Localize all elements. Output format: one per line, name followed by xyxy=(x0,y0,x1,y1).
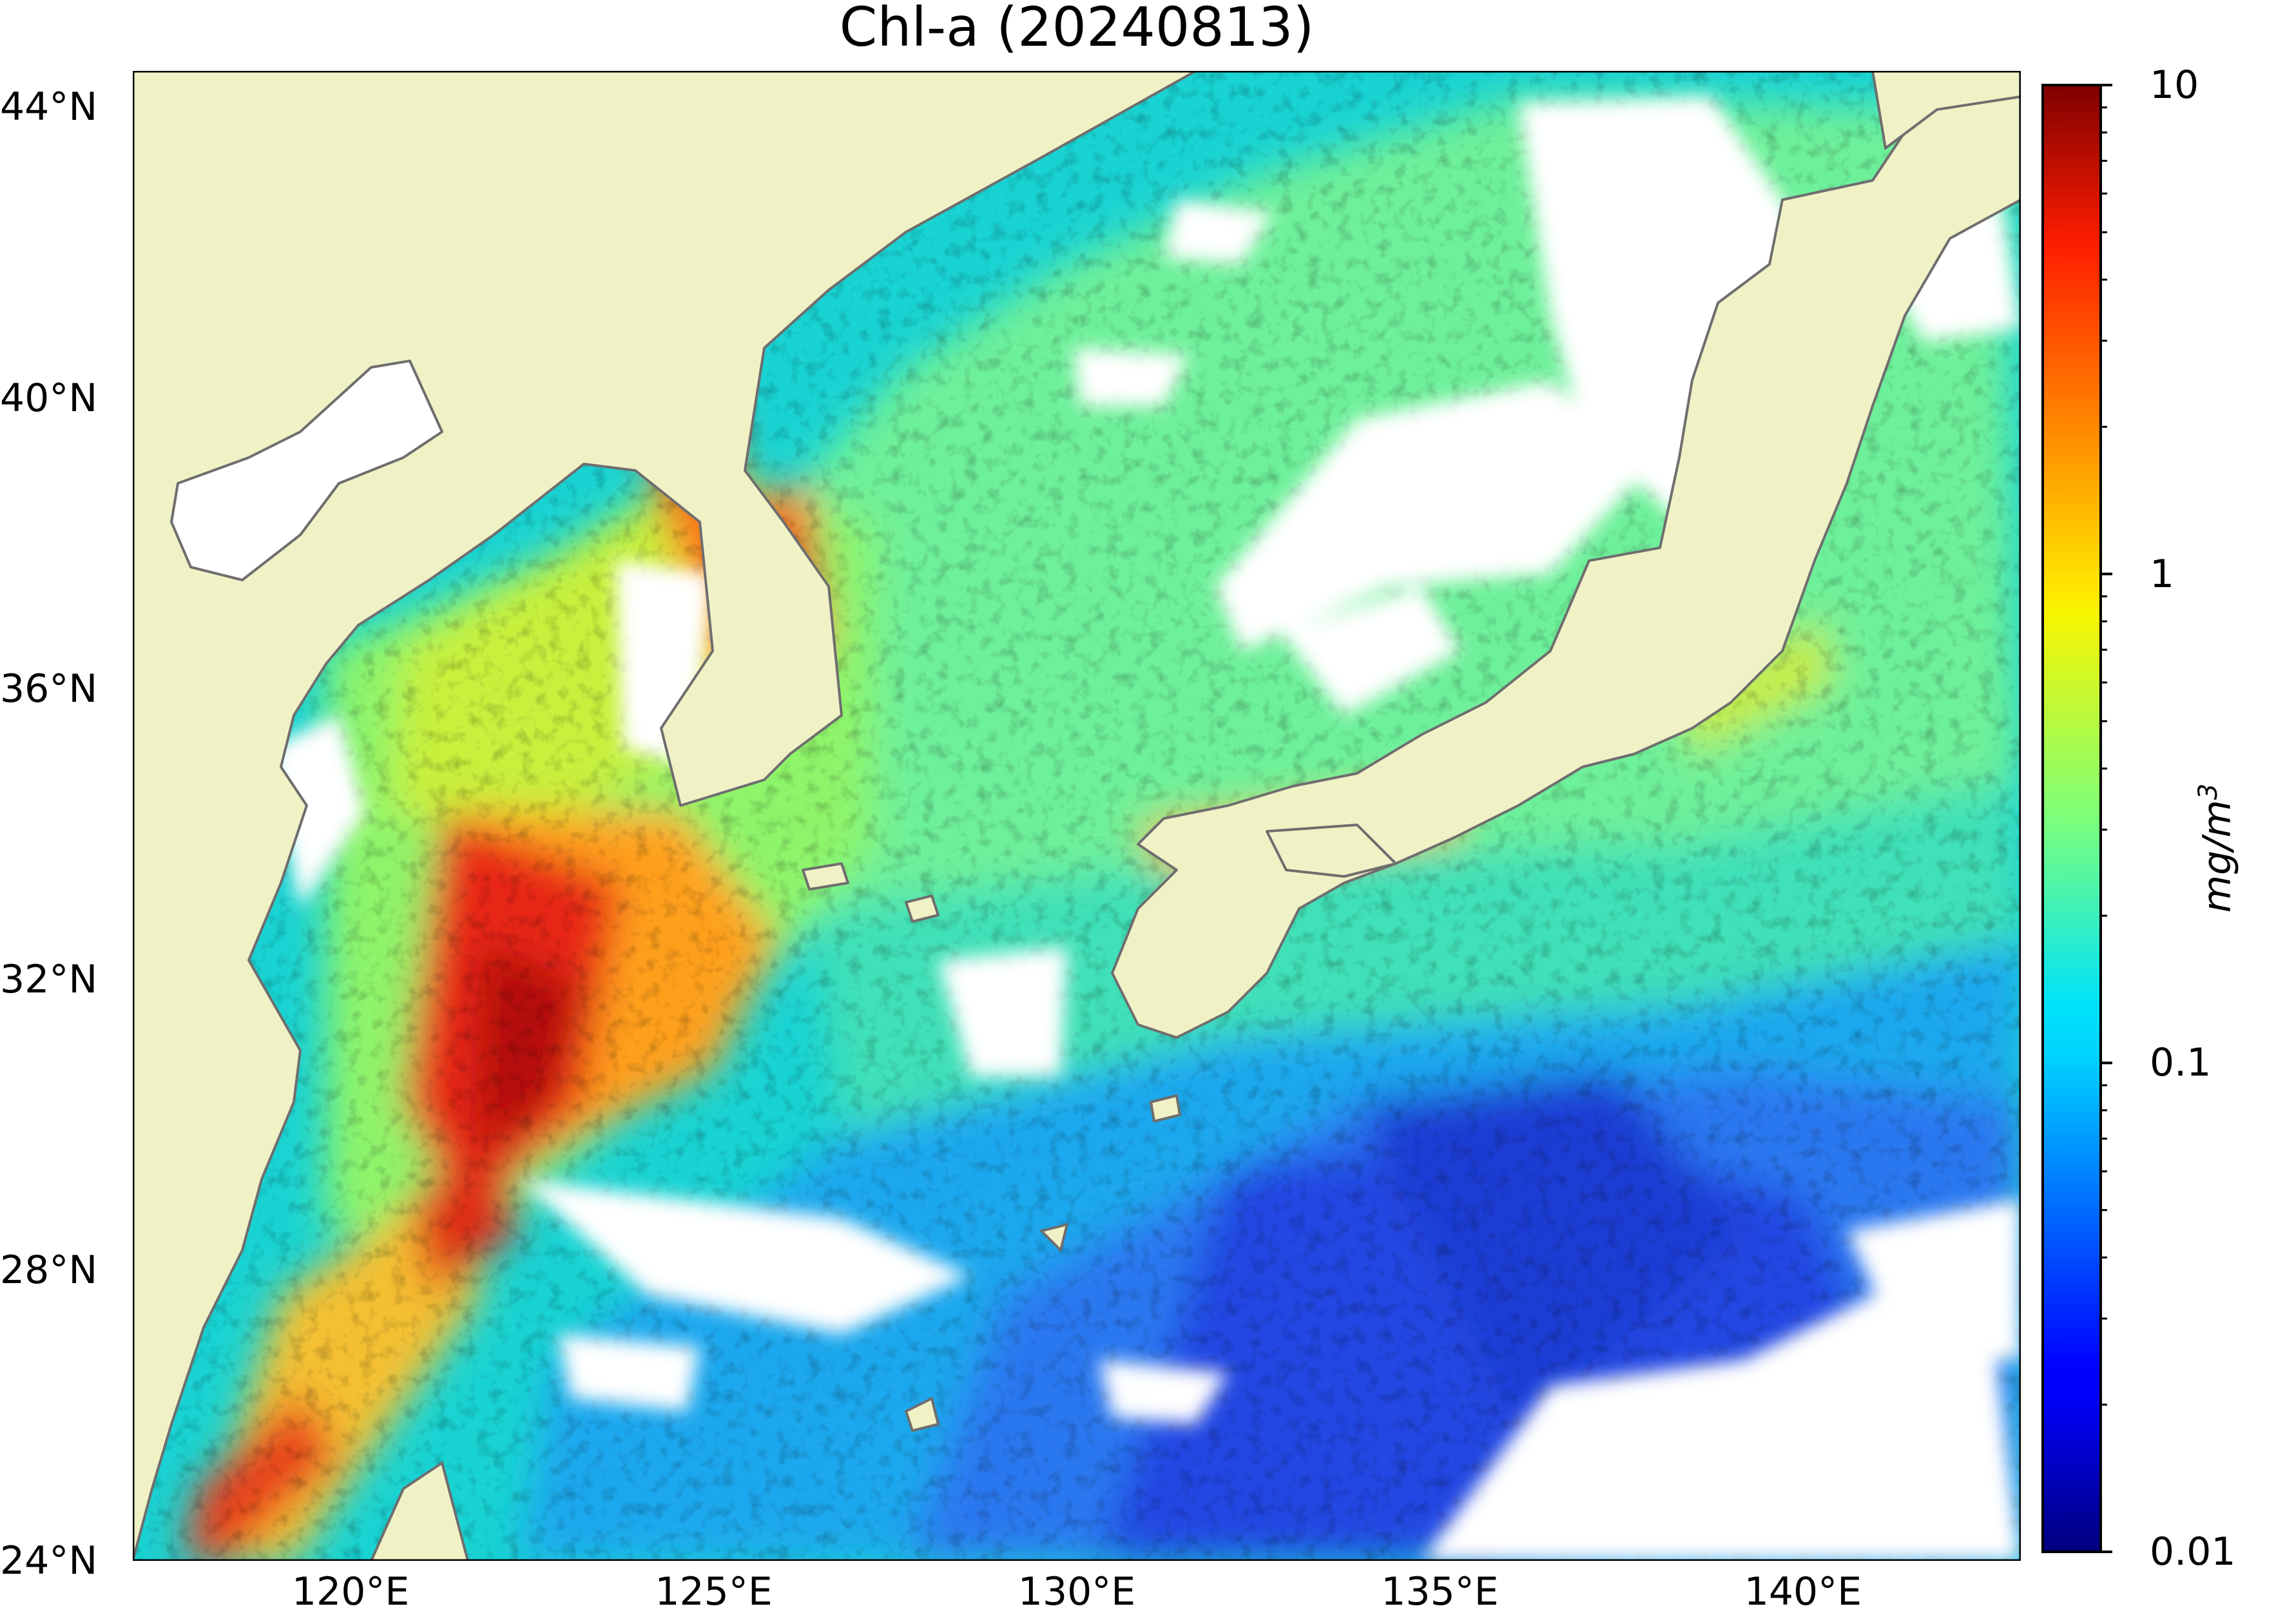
colorbar-tick-label: 0.01 xyxy=(2150,1529,2236,1574)
lat-tick-label: 44°N xyxy=(0,84,98,130)
colorbar-tick-label: 10 xyxy=(2150,63,2199,108)
lat-tick-label: 40°N xyxy=(0,375,98,421)
colorbar-tick-label: 0.1 xyxy=(2150,1040,2212,1086)
lon-tick-label: 135°E xyxy=(1381,1569,1499,1614)
chlorophyll-map xyxy=(133,71,2021,1561)
lat-tick-label: 32°N xyxy=(0,956,98,1002)
colorbar-tick-label: 1 xyxy=(2150,551,2175,597)
colorbar-unit: mg/m3 xyxy=(2193,784,2240,913)
colorbar-ticks xyxy=(2101,84,2112,1553)
lat-tick-label: 28°N xyxy=(0,1247,98,1293)
lon-tick-label: 130°E xyxy=(1017,1569,1136,1614)
map-title: Chl-a (20240813) xyxy=(839,0,1315,59)
lat-tick-label: 36°N xyxy=(0,666,98,711)
lon-tick-label: 120°E xyxy=(291,1569,410,1614)
colorbar-unit-base: mg/m xyxy=(2195,800,2240,913)
landmass xyxy=(133,71,2021,1561)
lon-tick-label: 140°E xyxy=(1744,1569,1862,1614)
colorbar-unit-exponent: 3 xyxy=(2193,783,2223,800)
lat-tick-label: 24°N xyxy=(0,1538,98,1583)
colorbar-gradient xyxy=(2041,84,2102,1553)
colorbar xyxy=(2041,84,2112,1553)
lon-tick-label: 125°E xyxy=(655,1569,773,1614)
